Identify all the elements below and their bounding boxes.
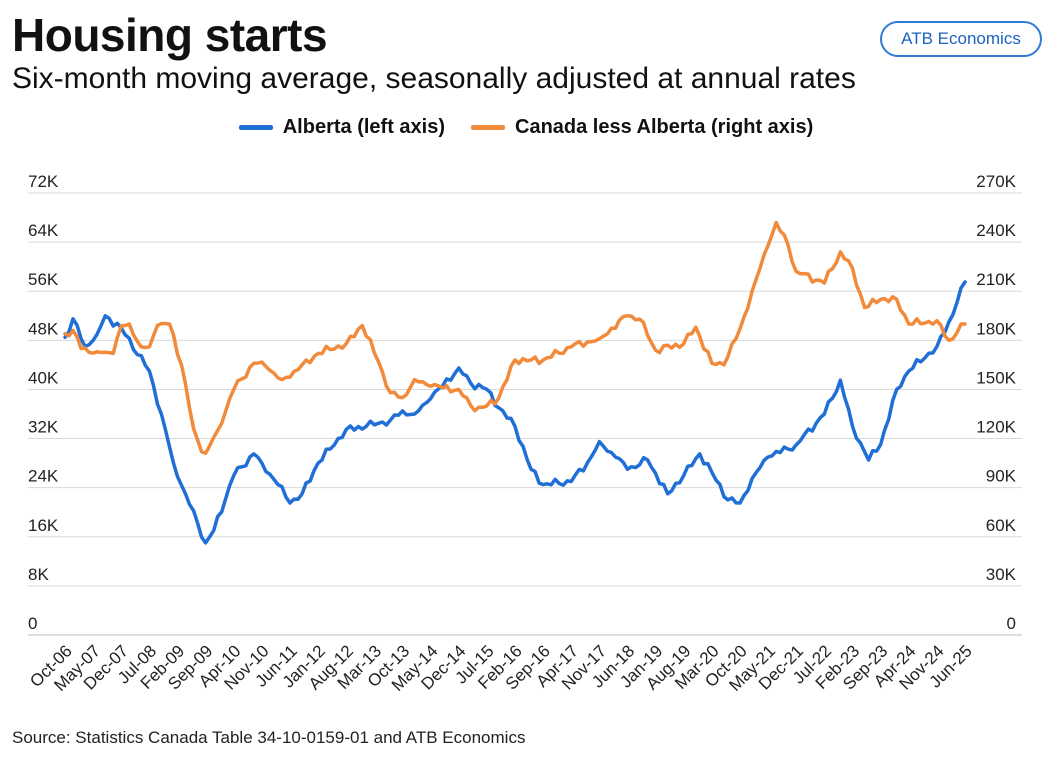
y-left-tick-label: 40K (28, 368, 59, 387)
source-note: Source: Statistics Canada Table 34-10-01… (12, 728, 526, 747)
y-right-tick-label: 120K (976, 418, 1016, 437)
y-left-tick-label: 56K (28, 270, 59, 289)
legend-swatch-canada-less-alberta (471, 125, 505, 130)
y-right-tick-label: 210K (976, 270, 1016, 289)
legend-item-canada-less-alberta[interactable]: Canada less Alberta (right axis) (471, 116, 813, 139)
y-right-tick-label: 240K (976, 221, 1016, 240)
y-left-tick-label: 8K (28, 565, 49, 584)
y-right-tick-label: 90K (986, 467, 1017, 486)
legend-label-canada-less-alberta: Canada less Alberta (right axis) (515, 116, 814, 138)
y-left-tick-label: 16K (28, 516, 59, 535)
y-left-tick-label: 72K (28, 172, 59, 191)
y-left-tick-label: 64K (28, 221, 59, 240)
atb-economics-badge[interactable]: ATB Economics (880, 21, 1042, 57)
chart-subtitle: Six-month moving average, seasonally adj… (12, 62, 856, 95)
legend-item-alberta[interactable]: Alberta (left axis) (238, 116, 445, 139)
y-left-tick-label: 32K (28, 418, 59, 437)
series-line-alberta (63, 280, 967, 545)
y-right-tick-label: 180K (976, 319, 1016, 338)
y-right-tick-label: 60K (986, 516, 1017, 535)
y-left-tick-label: 48K (28, 319, 59, 338)
y-right-tick-label: 270K (976, 172, 1016, 191)
legend-swatch-alberta (238, 125, 273, 130)
series-line-canada-less-alberta (63, 220, 967, 456)
y-right-tick-label: 0 (1007, 614, 1016, 633)
y-left-tick-label: 24K (28, 467, 59, 486)
y-right-tick-label: 150K (976, 368, 1016, 387)
y-left-tick-label: 0 (28, 614, 37, 633)
y-right-tick-label: 30K (986, 565, 1017, 584)
legend-label-alberta: Alberta (left axis) (282, 116, 445, 138)
chart-title: Housing starts (12, 9, 328, 61)
legend: Alberta (left axis) Canada less Alberta … (0, 116, 1052, 139)
